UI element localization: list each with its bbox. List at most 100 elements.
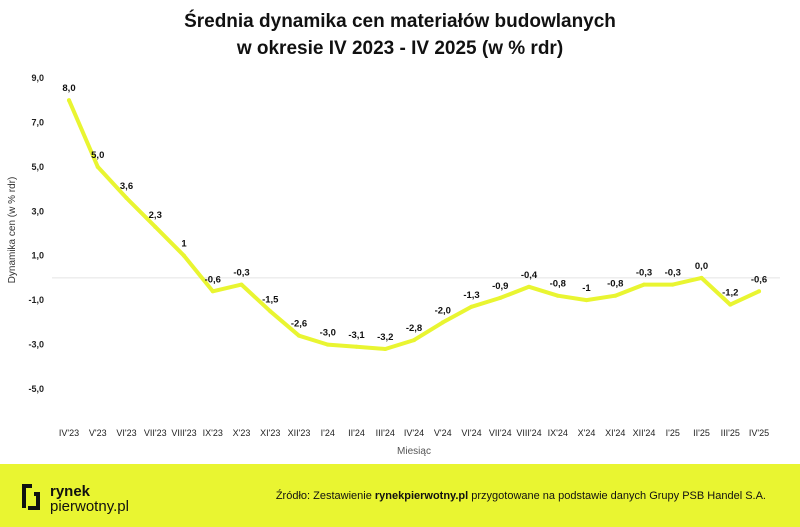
data-label: -1,2 (722, 288, 738, 299)
data-point (613, 293, 618, 298)
x-tick-label: XI'23 (260, 428, 280, 438)
data-label: -1,3 (463, 290, 479, 301)
x-tick-label: III'24 (376, 428, 395, 438)
data-point (297, 333, 301, 338)
y-tick-label: 7,0 (31, 117, 44, 127)
data-point (670, 282, 675, 287)
source-note: Źródło: Zestawienie rynekpierwotny.pl pr… (276, 490, 766, 502)
x-tick-label: II'24 (348, 428, 365, 438)
y-tick-label: 1,0 (31, 251, 44, 261)
data-label: -0,6 (205, 274, 221, 285)
x-tick-label: VI'24 (461, 428, 481, 438)
data-label: -3,2 (377, 332, 393, 343)
y-tick-label: 3,0 (31, 206, 44, 216)
footer-bar: rynek pierwotny.pl Źródło: Zestawienie r… (0, 464, 800, 527)
data-point (642, 282, 646, 287)
data-point (440, 320, 445, 325)
logo-line-2: pierwotny.pl (50, 499, 129, 514)
data-label: -1,5 (262, 294, 279, 305)
data-point (239, 282, 244, 287)
data-point (153, 224, 158, 229)
chart-title-line-2: w okresie IV 2023 - IV 2025 (w % rdr) (236, 38, 564, 59)
data-label: -1 (582, 283, 591, 294)
source-prefix: Źródło: Zestawienie (275, 490, 375, 502)
data-point (498, 295, 503, 300)
data-label: -3,1 (348, 330, 365, 341)
logo-line-1: rynek (50, 483, 91, 500)
data-label: 8,0 (62, 83, 75, 94)
data-label: 5,0 (91, 150, 104, 161)
site-logo[interactable]: rynek pierwotny.pl (20, 480, 160, 514)
logo-text: rynek pierwotny.pl (50, 484, 129, 514)
data-point (527, 284, 531, 289)
x-tick-label: XII'23 (288, 428, 311, 438)
y-tick-label: 9,0 (31, 73, 44, 83)
data-point (182, 253, 186, 258)
data-label: -0,3 (636, 268, 652, 279)
y-tick-label: -5,0 (28, 384, 44, 394)
x-tick-label: I'24 (321, 428, 335, 438)
logo-icon (22, 484, 40, 510)
x-tick-label: VII'23 (144, 428, 167, 438)
source-suffix: przygotowane na podstawie danych Grupy P… (468, 490, 766, 502)
data-label: -0,3 (665, 268, 681, 279)
data-point (268, 309, 273, 314)
y-tick-label: -3,0 (28, 340, 44, 350)
x-tick-label: IX'24 (548, 428, 568, 438)
data-label: -0,4 (521, 270, 538, 281)
data-label: 1 (181, 239, 187, 250)
x-axis-ticks: IV'23 V'23 VI'23 VII'23 VIII'23 IX'23 X'23 XI'2… (59, 428, 769, 438)
chart-title: Średnia dynamika cen materiałów budowlan… (0, 8, 800, 62)
x-tick-label: XII'24 (633, 428, 656, 438)
data-point (584, 298, 589, 303)
x-tick-label: VIII'24 (516, 428, 541, 438)
x-tick-label: II'25 (693, 428, 710, 438)
y-tick-label: 5,0 (31, 162, 44, 172)
data-label: -2,8 (406, 323, 422, 334)
data-point (67, 98, 71, 103)
x-tick-label: X'23 (233, 428, 251, 438)
data-labels: 8,0 5,0 3,6 2,3 1 -0,6 -0,3 -1,5 -2,6 -3,0 -3,1 -3,… (62, 83, 767, 343)
y-tick-label: -1,0 (28, 295, 44, 305)
data-point (354, 344, 359, 349)
data-point (325, 342, 330, 347)
x-tick-label: IV'24 (404, 428, 424, 438)
data-label: -0,8 (607, 279, 623, 290)
logo-suffix: .pl (113, 498, 129, 515)
chart-title-line-1: Średnia dynamika cen materiałów budowlan… (184, 11, 616, 32)
data-point (95, 164, 100, 169)
data-label: 0,0 (695, 261, 708, 272)
x-tick-label: VII'24 (489, 428, 512, 438)
data-label: -0,3 (233, 268, 249, 279)
series-line (67, 98, 761, 351)
data-point (469, 304, 474, 309)
data-point (728, 302, 733, 307)
x-tick-label: V'24 (434, 428, 452, 438)
x-tick-label: XI'24 (605, 428, 625, 438)
x-tick-label: IX'23 (203, 428, 223, 438)
data-point (383, 347, 388, 352)
data-label: 3,6 (120, 181, 133, 192)
x-tick-label: I'25 (666, 428, 680, 438)
x-axis-title: Miesiąc (397, 446, 431, 457)
x-tick-label: X'24 (578, 428, 596, 438)
data-label: -0,8 (550, 279, 566, 290)
data-points (67, 98, 761, 352)
y-axis-ticks: 9,0 7,0 5,0 3,0 1,0 -1,0 -3,0 -5,0 (28, 73, 44, 394)
data-point (699, 275, 704, 280)
x-tick-label: VI'23 (116, 428, 136, 438)
line-chart: Dynamika cen (w % rdr) Miesiąc 9,0 7,0 5,0… (7, 73, 780, 457)
logo-line-2-name: pierwotny (50, 498, 114, 515)
x-tick-label: III'25 (721, 428, 740, 438)
source-site: rynekpierwotny.pl (374, 490, 469, 502)
data-label: 2,3 (149, 210, 162, 221)
data-point (412, 338, 416, 343)
x-tick-label: V'23 (89, 428, 107, 438)
data-label: -0,9 (492, 281, 508, 292)
data-point (555, 293, 560, 298)
data-label: -2,0 (435, 305, 451, 316)
data-label: -2,6 (291, 319, 307, 330)
x-tick-label: IV'25 (749, 428, 769, 438)
data-point (757, 289, 761, 294)
data-label: -0,6 (751, 274, 767, 285)
